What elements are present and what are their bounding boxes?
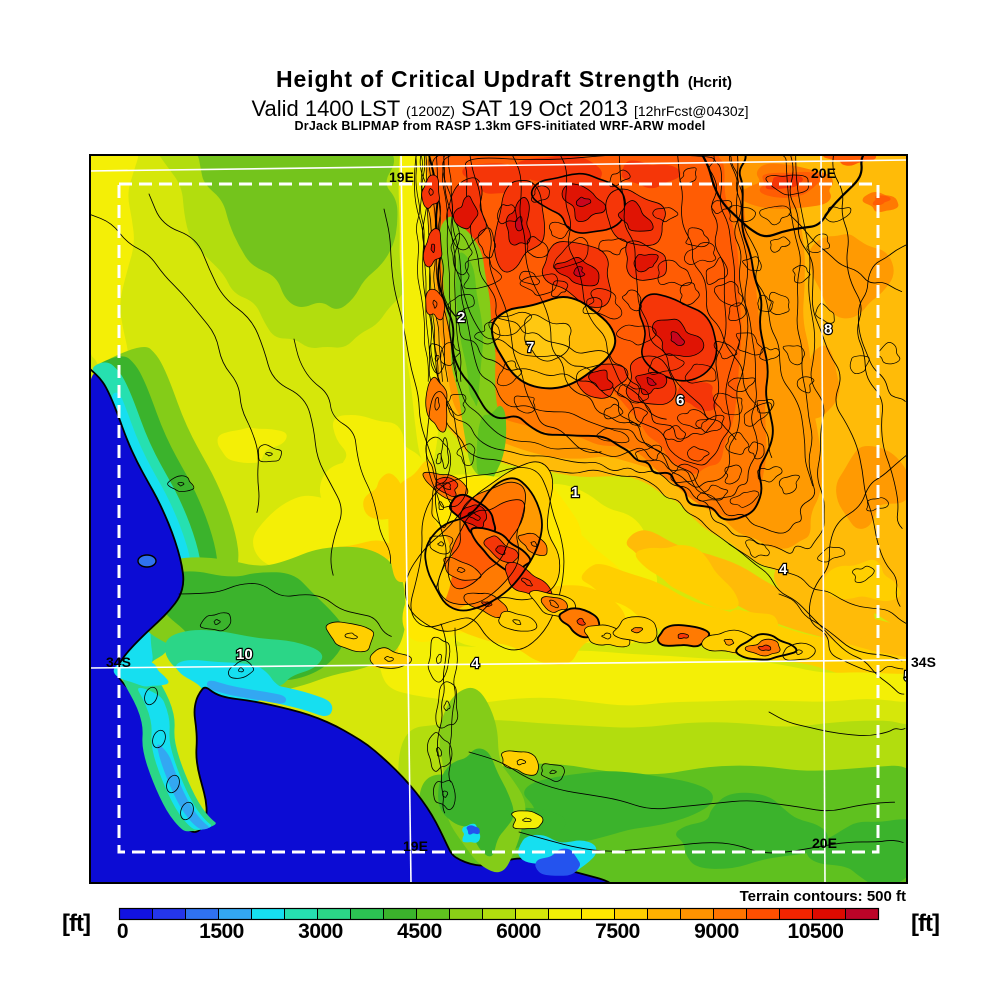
- svg-text:10500: 10500: [788, 920, 844, 943]
- svg-text:8: 8: [824, 321, 832, 338]
- svg-text:19E: 19E: [403, 838, 428, 854]
- svg-text:[ft]: [ft]: [62, 910, 90, 937]
- svg-text:7: 7: [526, 339, 534, 356]
- svg-text:1500: 1500: [199, 920, 244, 943]
- svg-text:0: 0: [117, 920, 128, 943]
- svg-text:9000: 9000: [694, 920, 739, 943]
- svg-text:4: 4: [471, 655, 480, 672]
- svg-text:34S: 34S: [106, 654, 131, 670]
- svg-text:19E: 19E: [389, 169, 414, 185]
- svg-text:[ft]: [ft]: [911, 910, 939, 937]
- svg-text:10: 10: [236, 646, 253, 663]
- svg-text:2: 2: [457, 309, 465, 326]
- svg-text:3000: 3000: [298, 920, 343, 943]
- svg-text:Terrain contours: 500 ft: Terrain contours: 500 ft: [740, 888, 906, 905]
- svg-text:7500: 7500: [595, 920, 640, 943]
- svg-text:20E: 20E: [812, 835, 837, 851]
- svg-text:6: 6: [676, 392, 684, 409]
- svg-text:1: 1: [571, 484, 579, 501]
- svg-text:4500: 4500: [397, 920, 442, 943]
- svg-text:20E: 20E: [811, 165, 836, 181]
- svg-text:4: 4: [779, 561, 788, 578]
- svg-text:6000: 6000: [496, 920, 541, 943]
